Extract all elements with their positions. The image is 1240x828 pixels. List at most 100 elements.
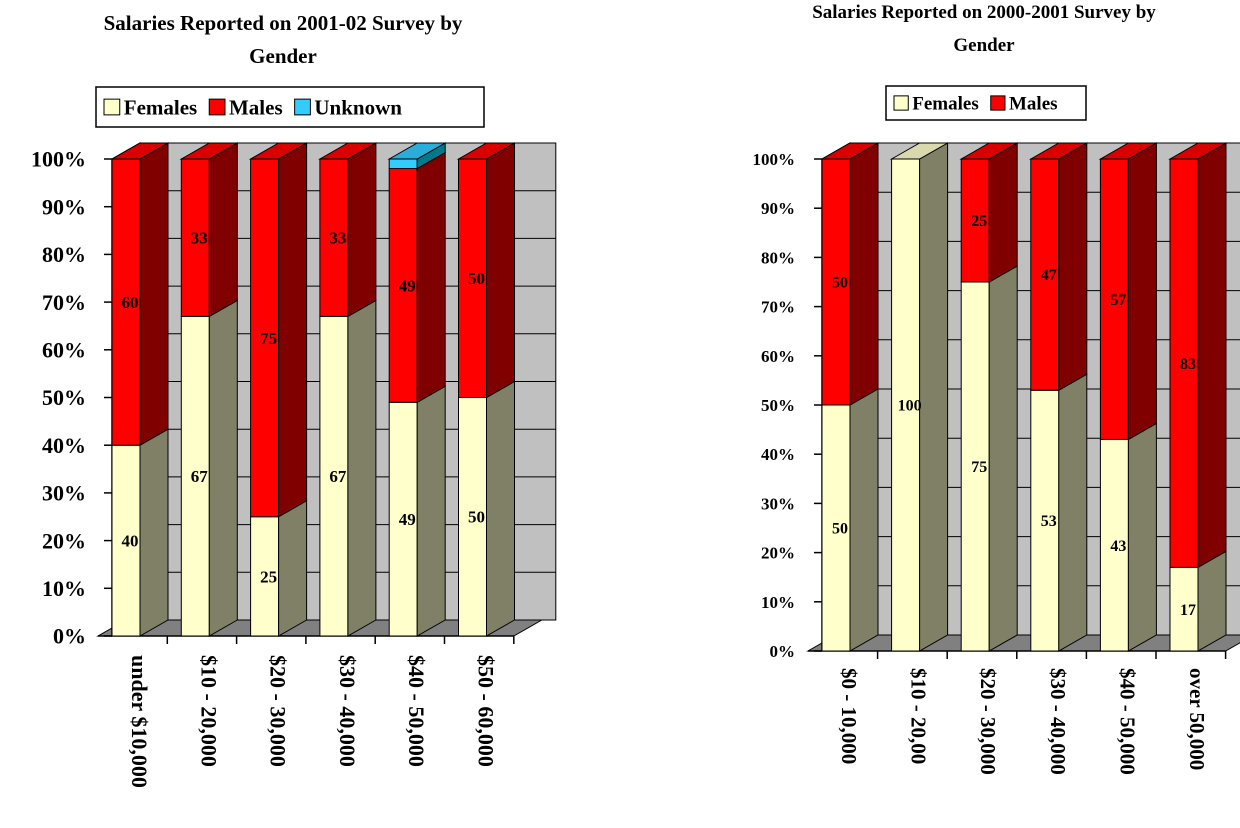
data-label: 67 — [191, 467, 209, 486]
bar-females — [1169, 566, 1199, 652]
x-tick-label: $50 - 60,000 — [474, 655, 499, 767]
bar-males — [821, 158, 851, 406]
chart-title: Gender — [249, 44, 317, 68]
legend-swatch — [990, 95, 1006, 111]
bar-females — [319, 315, 349, 637]
legend-entry: Females — [124, 95, 197, 119]
x-tick-label: $40 - 50,000 — [1115, 668, 1139, 775]
legend-swatch — [103, 98, 121, 116]
bar-top-unknown — [387, 142, 448, 160]
data-label: 67 — [329, 467, 347, 486]
data-label: 100 — [898, 398, 922, 415]
bar-unknown — [388, 158, 418, 170]
bar-side-males — [486, 142, 515, 399]
data-label: 75 — [260, 329, 277, 348]
y-tick-label: 0% — [53, 624, 86, 649]
legend-box — [885, 85, 1087, 121]
bar-females — [891, 158, 921, 652]
x-tick-label: $10 - 20,00 — [907, 668, 931, 764]
bar-side-males — [347, 142, 377, 318]
data-label: 49 — [399, 510, 416, 529]
bar-males — [319, 158, 349, 317]
data-label: 25 — [971, 213, 987, 230]
y-tick-label: 0% — [770, 642, 796, 661]
data-label: 57 — [1110, 292, 1126, 309]
data-label: 50 — [468, 269, 485, 288]
bar-side-females — [208, 299, 238, 637]
bar-males — [1030, 158, 1060, 391]
bar-top-males — [1098, 142, 1159, 160]
y-tick-label: 70% — [761, 298, 795, 317]
bar-top-females — [889, 142, 950, 160]
bar-side-females — [849, 388, 879, 652]
x-tick-label: $20 - 30,000 — [976, 668, 1000, 775]
legend-entry: Males — [1009, 94, 1058, 115]
y-tick-label: 40% — [42, 433, 86, 458]
y-tick-label: 10% — [42, 576, 86, 601]
bar-top-males — [318, 142, 378, 160]
x-tick-label: $0 - 10,000 — [837, 668, 861, 764]
data-label: 50 — [468, 508, 485, 527]
y-tick-label: 30% — [761, 494, 795, 513]
y-tick-label: 90% — [761, 199, 795, 218]
bar-top-males — [179, 142, 240, 160]
bar-males — [1099, 158, 1129, 440]
y-tick-label: 90% — [42, 194, 86, 219]
bar-top-males — [1168, 142, 1228, 160]
y-tick-label: 20% — [42, 528, 86, 553]
bar-side-males — [988, 142, 1018, 283]
bar-top-males — [456, 142, 517, 160]
bar-side-males — [416, 151, 446, 404]
x-tick-label: $10 - 20,000 — [196, 655, 221, 767]
bar-side-males — [1058, 142, 1088, 392]
bar-side-females — [1197, 550, 1227, 652]
chart-2: Salaries Reported on 2000-2001 Survey by… — [753, 2, 1240, 775]
legend-box — [95, 86, 485, 128]
bar-side-males — [139, 142, 169, 447]
x-tick-label: $40 - 50,000 — [404, 655, 429, 767]
legend-entry: Females — [912, 94, 978, 115]
y-tick-label: 70% — [42, 290, 86, 315]
bar-side-females — [278, 499, 308, 637]
bar-top-males — [110, 142, 170, 160]
bar-side-females — [416, 385, 446, 637]
bar-side-females — [486, 380, 515, 637]
data-label: 33 — [329, 229, 346, 248]
legend-entry: Males — [229, 95, 283, 119]
legend-swatch — [294, 98, 311, 116]
legend-swatch — [893, 95, 909, 111]
bar-top-males — [1028, 142, 1089, 160]
bar-side-females — [1058, 373, 1088, 652]
data-label: 60 — [122, 293, 139, 312]
y-tick-label: 80% — [761, 248, 795, 267]
data-label: 47 — [1041, 267, 1057, 284]
x-tick-label: $30 - 40,000 — [1046, 668, 1070, 775]
bar-males — [388, 168, 418, 403]
bar-females — [960, 281, 990, 652]
y-tick-label: 40% — [761, 445, 795, 464]
bar-top-males — [820, 142, 880, 160]
bar-males — [1169, 158, 1199, 568]
bar-top-males — [248, 142, 309, 160]
bar-side-females — [347, 299, 377, 637]
bar-side-males — [849, 142, 879, 406]
y-tick-label: 100% — [753, 150, 796, 169]
x-tick-label: under $10,000 — [127, 655, 152, 788]
data-label: 50 — [832, 275, 848, 292]
bar-females — [1030, 389, 1060, 652]
bar-side-females — [988, 265, 1018, 652]
data-label: 25 — [260, 567, 277, 586]
data-label: 17 — [1180, 602, 1196, 619]
data-label: 43 — [1110, 538, 1126, 555]
bar-side-males — [1127, 142, 1157, 441]
y-tick-label: 10% — [761, 593, 795, 612]
data-label: 83 — [1180, 356, 1196, 373]
y-tick-label: 20% — [761, 544, 795, 563]
chart-1: Salaries Reported on 2001-02 Survey by Ge… — [31, 11, 557, 788]
y-tick-label: 30% — [42, 481, 86, 506]
bar-males — [250, 158, 280, 518]
y-tick-label: 80% — [42, 242, 86, 267]
bar-side-females — [139, 428, 169, 637]
bar-females — [180, 315, 210, 637]
